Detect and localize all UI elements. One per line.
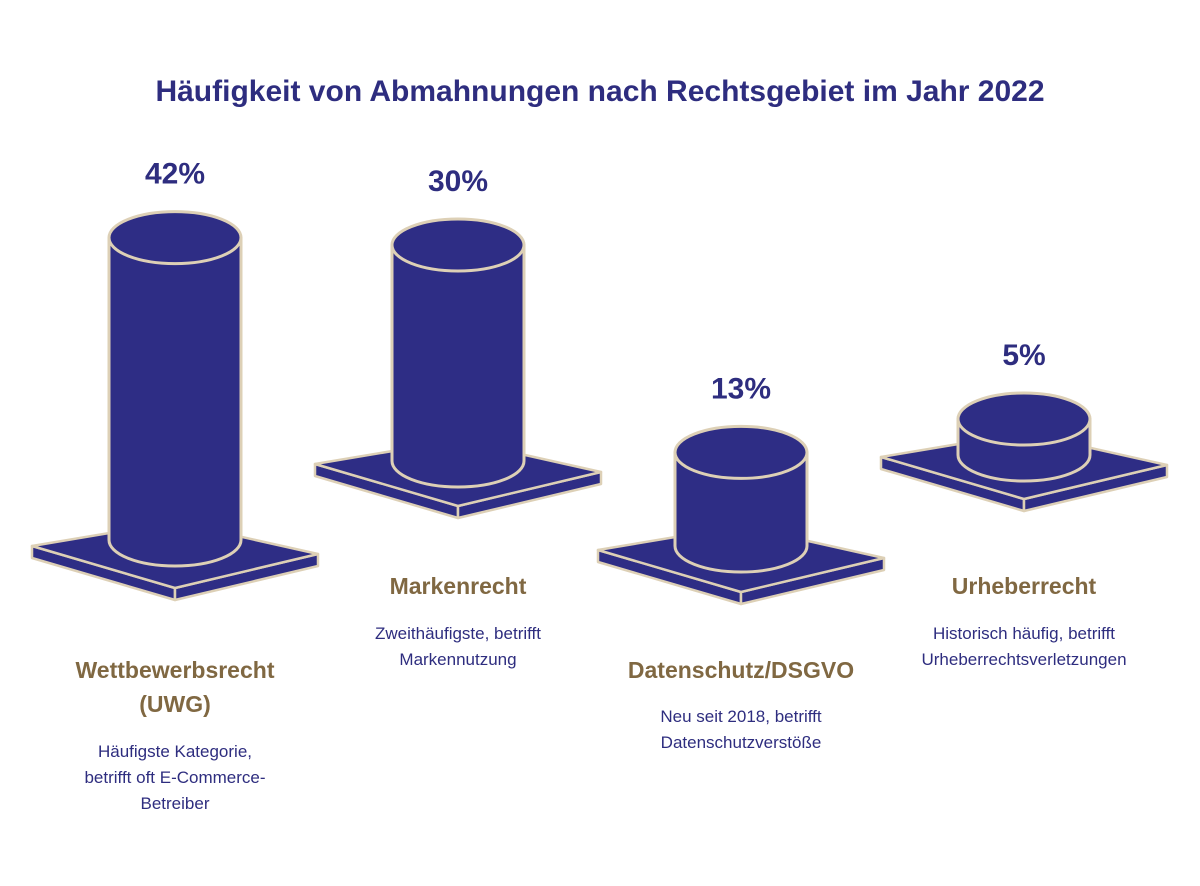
bar-cylinder-body <box>109 238 241 566</box>
category-description: Zweithäufigste, betrifft <box>375 624 541 643</box>
bar-value-label: 42% <box>145 158 205 191</box>
category-label: Wettbewerbsrecht <box>76 657 275 683</box>
category-description: Betreiber <box>141 794 210 813</box>
category-description: Markennutzung <box>399 650 516 669</box>
category-description: Häufigste Kategorie, <box>98 742 252 761</box>
bars-layer: 42% Wettbewerbsrecht (UWG) Häufigste Katego… <box>32 158 1167 813</box>
bar-value-label: 13% <box>711 372 771 405</box>
category-description: Historisch häufig, betrifft <box>933 624 1115 643</box>
category-label: Urheberrecht <box>952 573 1097 599</box>
category-label: Markenrecht <box>390 573 527 599</box>
chart-title: Häufigkeit von Abmahnungen nach Rechtsge… <box>155 75 1044 108</box>
bar-cylinder-top <box>109 212 241 264</box>
category-description: betrifft oft E-Commerce- <box>84 768 265 787</box>
bar-cylinder-body <box>392 245 524 487</box>
bar-cylinder-top <box>392 219 524 271</box>
category-description: Neu seit 2018, betrifft <box>660 707 822 726</box>
bar-cylinder-top <box>958 393 1090 445</box>
category-label: (UWG) <box>139 691 211 717</box>
bar-cylinder-top <box>675 426 807 478</box>
bar-value-label: 30% <box>428 165 488 198</box>
bar-value-label: 5% <box>1002 339 1045 372</box>
category-description: Datenschutzverstöße <box>661 733 822 752</box>
category-description: Urheberrechtsverletzungen <box>921 650 1126 669</box>
category-label: Datenschutz/DSGVO <box>628 657 854 683</box>
